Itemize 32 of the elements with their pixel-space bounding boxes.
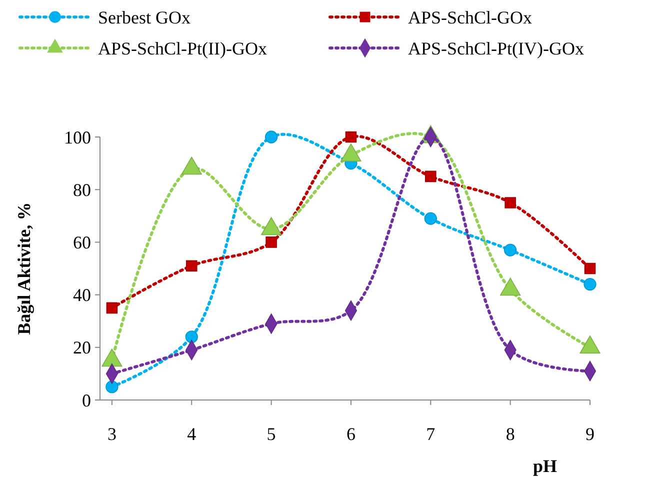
x-tick-label: 5 (266, 424, 276, 444)
x-tick-label: 8 (506, 424, 515, 444)
y-tick-label: 100 (64, 127, 91, 148)
point (264, 130, 278, 144)
legend-label: Serbest GOx (98, 7, 190, 28)
y-axis-title: Bağıl Aktivite, % (14, 202, 34, 335)
y-tick-label: 20 (73, 338, 91, 358)
x-tick-label: 6 (346, 424, 356, 444)
legend-label: APS-SchCl-Pt(IV)-GOx (408, 38, 584, 58)
point (424, 212, 437, 225)
point (186, 260, 198, 272)
point (504, 197, 516, 208)
legend-label: APS-SchCl-GOx (408, 7, 532, 28)
y-tick-label: 40 (73, 285, 91, 306)
x-axis-title: pH (532, 456, 558, 476)
point (345, 131, 357, 143)
point (266, 236, 277, 248)
point (425, 170, 436, 182)
y-tick-label: 60 (73, 232, 91, 252)
legend-label: APS-SchCl-Pt(II)-GOx (98, 38, 267, 58)
point (504, 244, 517, 256)
point (584, 262, 596, 274)
y-tick-label: 0 (82, 390, 91, 410)
x-tick-label: 9 (586, 424, 594, 444)
x-tick-label: 7 (426, 424, 436, 444)
point (106, 302, 118, 314)
point (106, 380, 118, 394)
point (185, 330, 198, 344)
point (584, 278, 596, 291)
x-tick-label: 4 (187, 424, 196, 444)
y-tick-label: 80 (73, 180, 91, 200)
x-tick-label: 3 (107, 424, 116, 444)
